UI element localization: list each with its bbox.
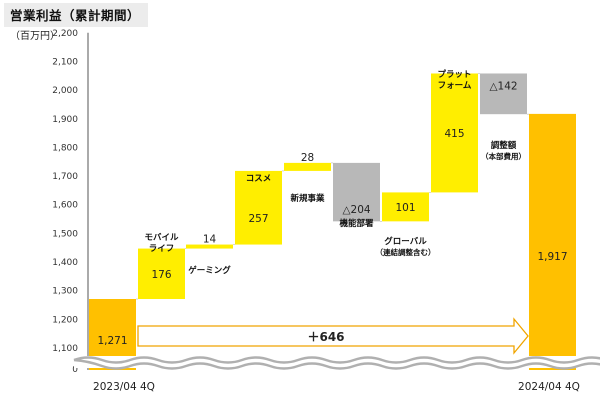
bar-value-label: 1,917 — [537, 251, 567, 263]
x-category-label: 2023/04 4Q — [93, 381, 155, 393]
y-tick-label: 2,200 — [52, 29, 78, 39]
category-label: 新規事業 — [290, 193, 325, 204]
category-label: 調整額 — [491, 140, 517, 151]
y-tick-label: 2,100 — [52, 57, 78, 67]
difference-arrow — [137, 317, 529, 355]
y-tick-label: 1,400 — [52, 258, 78, 268]
bar-value-label: 415 — [444, 128, 464, 140]
bar-decrease — [480, 73, 527, 115]
y-tick-label: 2,000 — [52, 86, 78, 96]
category-label: （連結調整含む） — [376, 247, 436, 257]
axis-break-wave — [73, 358, 600, 370]
y-tick-label: 1,800 — [52, 143, 78, 153]
category-label: グローバル — [384, 236, 427, 247]
y-tick-label: 0 — [72, 365, 78, 375]
bar-total — [529, 113, 576, 371]
bar-increase — [186, 244, 233, 249]
difference-label: ＋646 — [307, 330, 344, 344]
category-label: ライフ — [149, 244, 175, 254]
bar-increase — [235, 170, 282, 245]
bar-value-label: △142 — [489, 80, 517, 92]
x-category-label: 2024/04 4Q — [518, 381, 580, 393]
y-tick-label: 1,500 — [52, 229, 78, 239]
category-label: モバイル — [144, 232, 179, 243]
chart-title: 営業利益（累計期間） — [10, 8, 141, 23]
unit-label: （百万円） — [10, 31, 60, 42]
axis-break-wave — [73, 356, 600, 364]
bar-value-label: 101 — [395, 202, 415, 214]
bar-value-label: 28 — [301, 152, 314, 164]
bar-increase — [431, 73, 478, 193]
category-label: フォーム — [438, 81, 472, 91]
category-label: ゲーミング — [188, 265, 231, 276]
bar-increase — [284, 162, 331, 171]
y-tick-label: 1,900 — [52, 115, 78, 125]
y-tick-label: 1,600 — [52, 201, 78, 211]
y-tick-label: 1,200 — [52, 315, 78, 325]
bar-increase — [138, 248, 185, 299]
category-label: （本部費用） — [481, 151, 526, 161]
bar-value-label: 1,271 — [97, 335, 127, 347]
bar-value-label: 14 — [203, 234, 217, 246]
y-tick-label: 1,700 — [52, 172, 78, 182]
category-label: プラット — [437, 69, 471, 80]
y-tick-label: 1,300 — [52, 287, 78, 297]
category-label: 機能部署 — [339, 218, 374, 229]
bar-value-label: 257 — [248, 213, 268, 225]
bar-value-label: 176 — [151, 269, 171, 281]
bar-increase — [382, 192, 429, 222]
y-tick-label: 1,100 — [52, 344, 78, 354]
title-banner: 営業利益（累計期間） — [4, 3, 149, 27]
category-label: コスメ — [246, 174, 272, 184]
bar-value-label: △204 — [342, 204, 370, 216]
bar-decrease — [333, 162, 380, 222]
